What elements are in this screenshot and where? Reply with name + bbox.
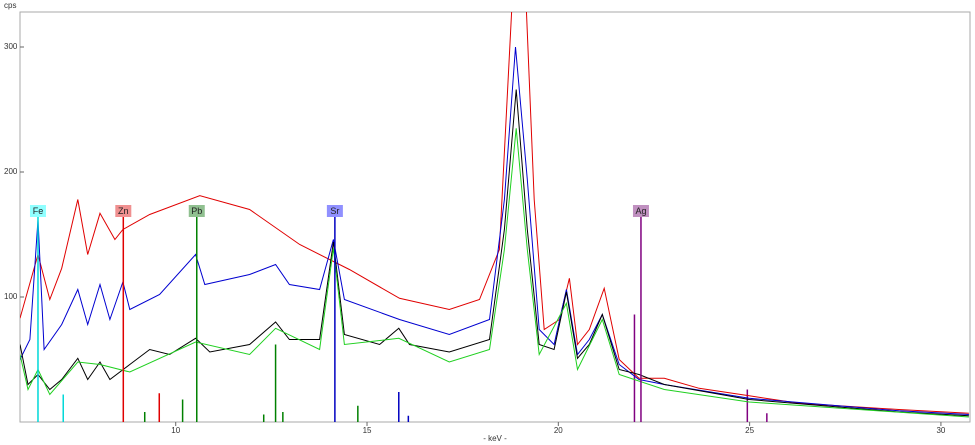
- x-tick-label: 25: [745, 426, 754, 435]
- y-tick-label: 200: [4, 167, 18, 176]
- element-label: Pb: [191, 206, 202, 216]
- element-box: [188, 205, 205, 217]
- plot-content: [20, 12, 969, 422]
- element-box: [115, 205, 132, 217]
- x-tick-label: 30: [936, 426, 945, 435]
- x-tick-label: 15: [363, 426, 372, 435]
- plot-area: [19, 11, 971, 423]
- y-axis-label: cps: [4, 1, 16, 10]
- element-label: Fe: [33, 206, 44, 216]
- y-tick-label: 100: [4, 292, 18, 301]
- x-axis-label: - keV -: [483, 434, 507, 443]
- x-tick-label: 20: [554, 426, 563, 435]
- x-tick-label: 10: [171, 426, 180, 435]
- element-label: Zn: [118, 206, 129, 216]
- element-label: Sr: [330, 206, 339, 216]
- element-label: Ag: [635, 206, 646, 216]
- element-box: [326, 205, 343, 217]
- spectrum-line: [20, 128, 969, 418]
- spectrum-line: [20, 89, 969, 417]
- y-tick-label: 300: [4, 42, 18, 51]
- element-box: [632, 205, 649, 217]
- element-box: [29, 205, 46, 217]
